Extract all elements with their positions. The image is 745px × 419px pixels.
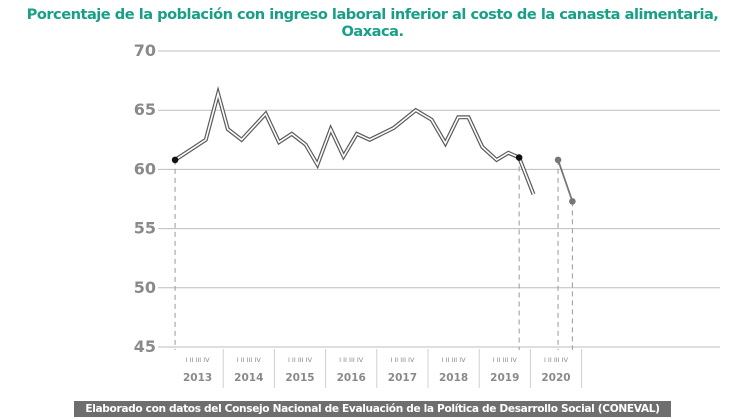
x-year-label: 2014 [234, 372, 263, 384]
x-year-label: 2020 [541, 372, 570, 384]
y-tick-label: 65 [134, 100, 156, 119]
line-chart: 70 65 60 55 50 45 I II III IV 2013 I II III IV 20… [134, 41, 720, 388]
series-line-outline [173, 85, 536, 195]
quarter-labels: I II III IV [544, 356, 569, 364]
quarter-labels: I II III IV [288, 356, 313, 364]
y-tick-label: 70 [134, 41, 156, 60]
x-year-label: 2016 [337, 372, 366, 384]
series-line [557, 159, 574, 202]
quarter-labels: I II III IV [339, 356, 364, 364]
quarter-labels: I II III IV [493, 356, 518, 364]
y-tick-label: 50 [134, 278, 156, 297]
series-line [174, 90, 535, 195]
quarter-labels: I II III IV [186, 356, 211, 364]
y-tick-label: 60 [134, 159, 156, 178]
chart-title: Porcentaje de la población con ingreso l… [26, 6, 719, 40]
y-tick-label: 55 [134, 219, 156, 238]
data-point-marker [569, 198, 576, 205]
x-year-label: 2017 [388, 372, 417, 384]
source-footer: Elaborado con datos del Consejo Nacional… [74, 401, 671, 417]
data-point-marker [554, 156, 562, 164]
x-year-label: 2018 [439, 372, 468, 384]
x-year-label: 2015 [285, 372, 314, 384]
quarter-labels: I II III IV [442, 356, 467, 364]
quarter-labels: I II III IV [390, 356, 415, 364]
x-year-label: 2019 [490, 372, 519, 384]
data-point-marker [515, 154, 523, 161]
x-year-label: 2013 [183, 372, 212, 384]
data-point-marker [171, 156, 179, 164]
quarter-labels: I II III IV [237, 356, 262, 364]
y-tick-label: 45 [134, 337, 156, 356]
